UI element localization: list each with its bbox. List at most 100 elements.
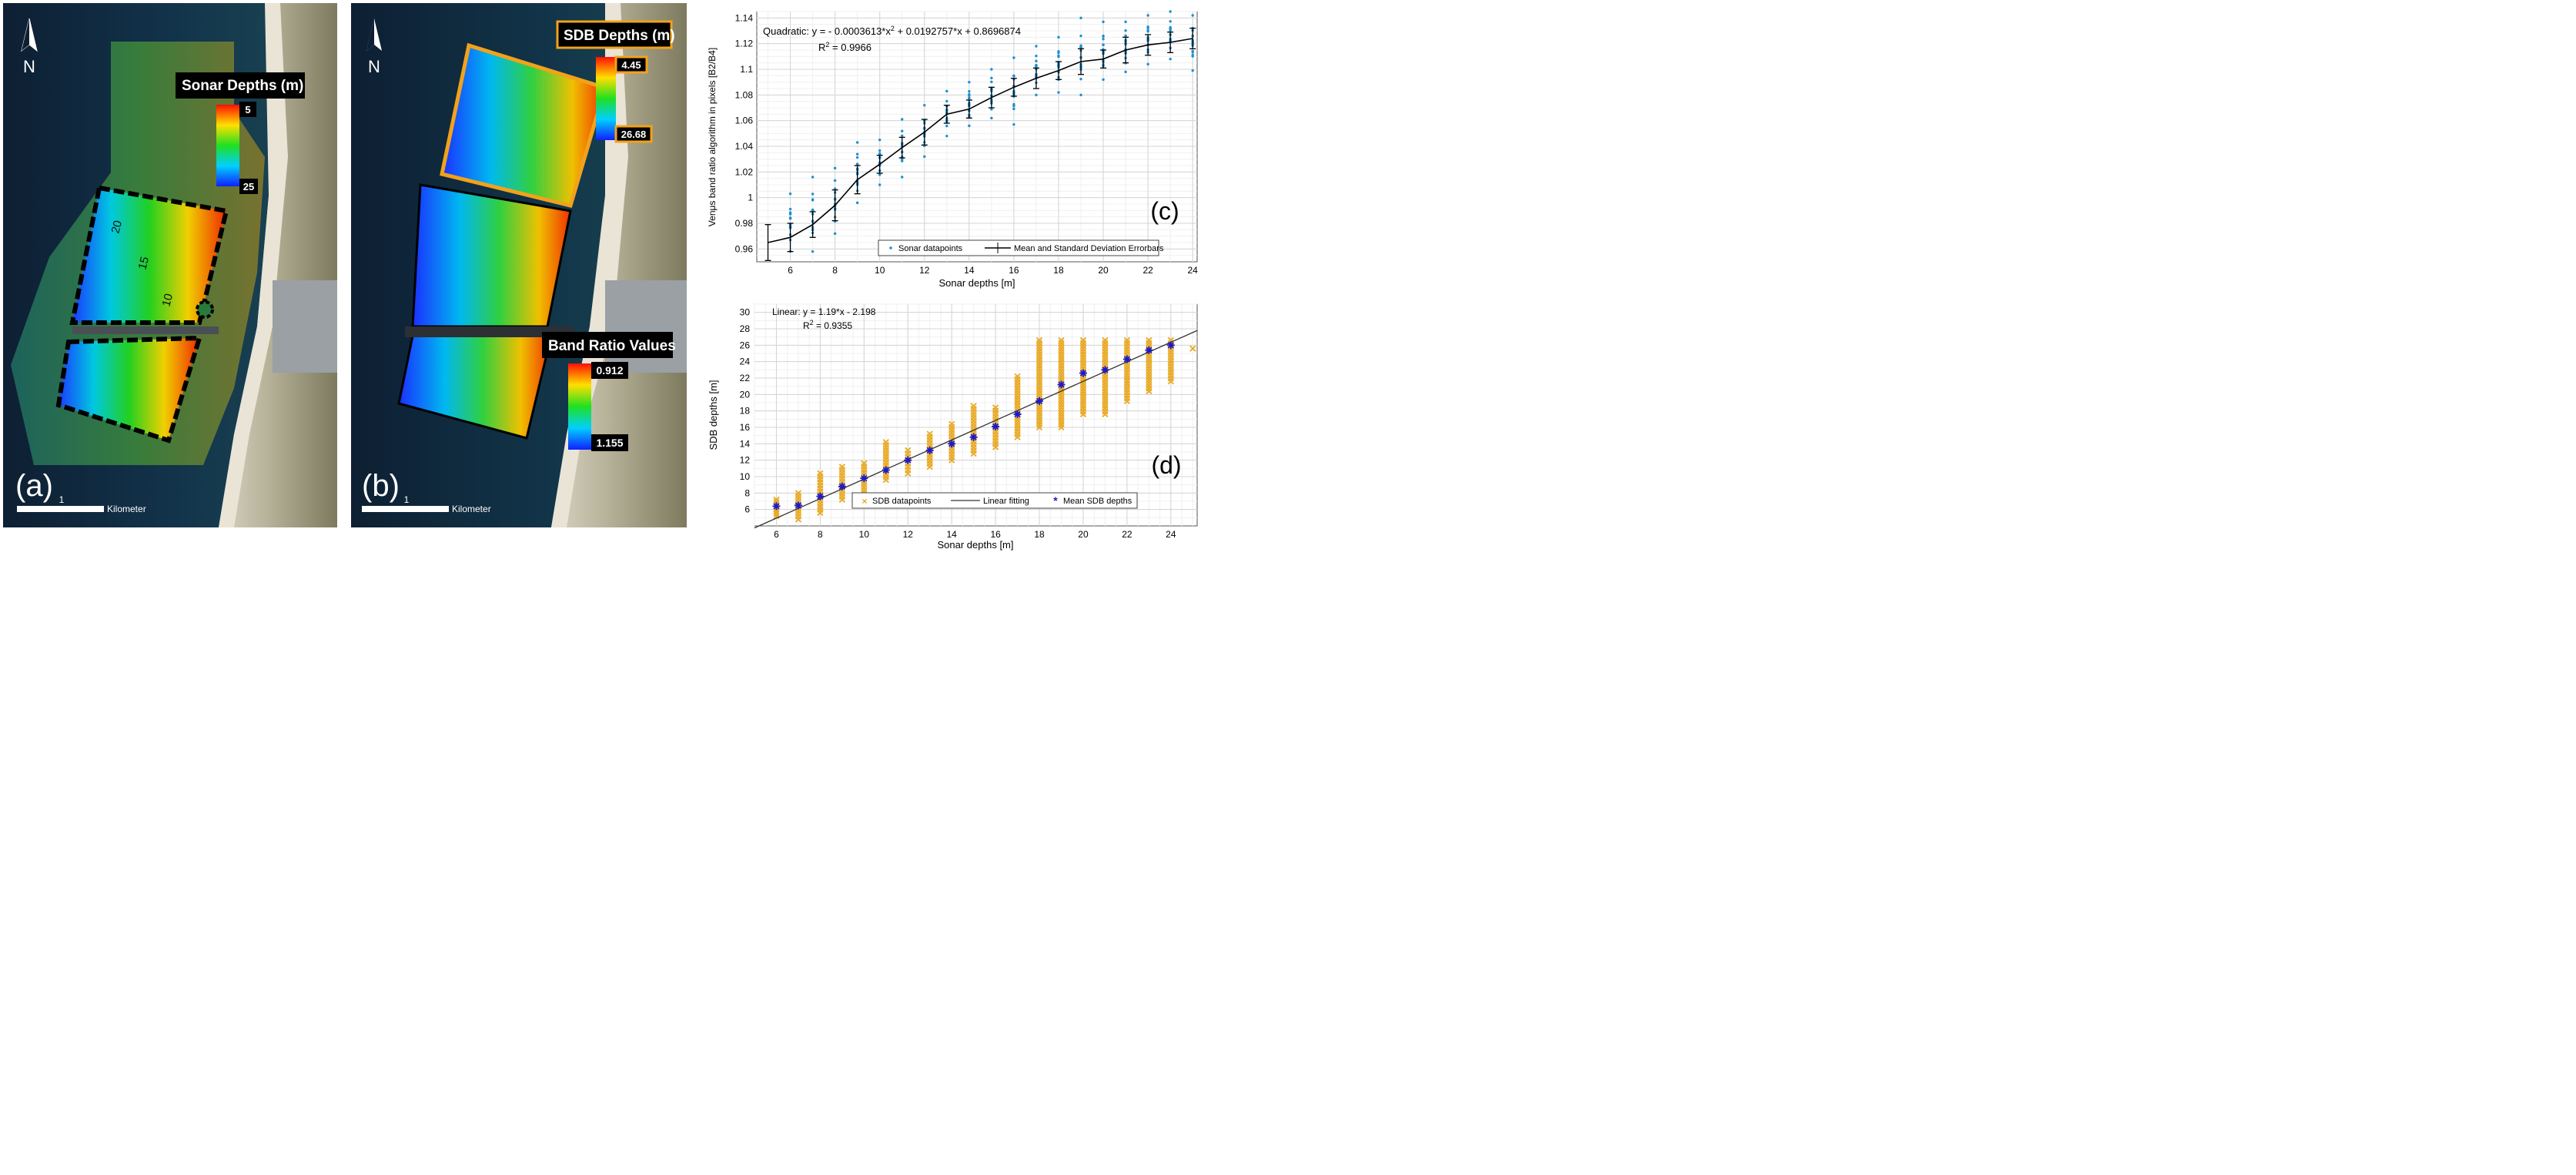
chart-c-y-tick-label: 1.12 [735,38,754,49]
chart-c-panel-label: (c) [1150,197,1179,225]
chart-c-datapoint [878,138,882,142]
chart-c-datapoint [1124,70,1127,74]
chart-c-datapoint [811,192,815,196]
chart-c-datapoint [1146,62,1149,66]
chart-c-datapoint [855,152,859,156]
survey-area-north [69,185,229,325]
chart-d-datapoint [926,430,933,437]
chart-c-datapoint [788,192,792,196]
map-panel-a: 20 15 10 N Sonar Depths (m) 5 25 (a) 1 K… [3,3,337,527]
chart-c-datapoint [968,92,971,96]
chart-c-datapoint [833,179,837,182]
chart-c-datapoint [901,134,904,137]
band-legend-title-box [542,332,673,358]
chart-c-datapoint [788,216,792,220]
sonar-legend-max: 5 [245,104,250,115]
chart-c-datapoint [1102,78,1105,82]
chart-d-datapoint [1189,345,1196,352]
chart-d-mean-marker [794,501,802,510]
sdb-legend-max: 4.45 [621,59,641,71]
chart-d-y-tick-label: 18 [740,406,751,417]
chart-d-mean-marker [1101,366,1109,374]
chart-d-x-tick-label: 20 [1078,529,1089,540]
chart-c-datapoint [1102,34,1105,38]
chart-c-y-tick-label: 1 [748,192,753,203]
scale-unit-b: Kilometer [452,504,491,514]
chart-c-datapoint [833,187,837,190]
chart-d-y-tick-label: 10 [740,471,751,482]
sonar-legend-min-box [239,179,258,194]
chart-c-y-tick-label: 1.04 [735,141,754,152]
chart-c-y-tick-label: 1.08 [735,89,754,100]
chart-c-datapoint [901,159,904,162]
sonar-legend-title-box [176,72,305,99]
chart-c-datapoint [923,155,926,159]
chart-c-datapoint [833,166,837,170]
survey-area-south [55,335,203,444]
chart-d-mean-marker [772,502,781,511]
band-legend-title: Band Ratio Values [548,338,676,354]
chart-d-y-ticks: 6 8 10 12 14 16 18 20 22 24 26 28 30 [740,307,751,515]
chart-c-datapoint [1146,28,1149,32]
chart-c-mean-line [768,38,1193,243]
band-legend-min-box [591,434,628,451]
chart-d-r2: R2 = 0.9355 [803,319,852,331]
sonar-legend-min: 25 [243,181,254,192]
chart-d-y-tick-label: 26 [740,340,751,350]
chart-d-linear-fit [754,330,1198,529]
industrial-area [273,280,337,373]
chart-c-datapoint [1035,64,1038,68]
chart-d-x-tick-label: 18 [1034,529,1045,540]
chart-c-datapoint [945,134,948,138]
chart-c-datapoint [878,183,882,186]
chart-d-datapoint [1079,336,1087,344]
chart-c-datapoint [1057,91,1060,94]
chart-d-datapoint [882,439,889,446]
chart-c-y-tick-label: 1.1 [740,64,753,75]
chart-c-x-tick-label: 16 [1009,265,1019,276]
sdb-legend-title: SDB Depths (m) [564,28,675,44]
chart-d-datapoint [970,403,977,410]
chart-d-x-ticks: 6 8 10 12 14 16 18 20 22 24 [774,529,1176,540]
chart-c-datapoint [1035,59,1038,62]
chart-c-datapoint [990,76,993,80]
chart-c-datapoint [811,176,815,179]
chart-c-datapoint [1191,14,1194,17]
chart-d-datapoint [1167,336,1174,344]
chart-c-y-tick-label: 0.98 [735,218,754,229]
chart-d-mean-marker [969,433,978,441]
chart-c-datapoint [1079,16,1082,20]
band-ratio-area-north [411,183,572,328]
sonar-legend-max-box [239,102,256,117]
contour-label-10: 10 [159,293,176,309]
chart-c-datapoint [1057,54,1060,57]
chart-c-r2: R2 = 0.9966 [818,41,871,53]
chart-c-legend-points: Sonar datapoints [898,244,963,253]
chart-d-x-tick-label: 10 [859,529,870,540]
map-panel-b: N SDB Depths (m) 4.45 26.68 Band Ratio V… [351,3,687,527]
chart-c-datapoint [878,173,882,176]
chart-c-datapoint [788,211,792,215]
chart-c-datapoint [1035,54,1038,58]
chart-d-datapoint [905,447,912,454]
chart-c-datapoint [968,124,971,128]
chart-d-y-tick-label: 24 [740,357,751,367]
chart-d-mean-marker [1013,410,1022,418]
chart-d-y-tick-label: 6 [744,504,750,515]
chart-c-datapoint [1035,93,1038,97]
chart-d-equation: Linear: y = 1.19*x - 2.198 [772,306,876,317]
chart-d-datapoints [773,336,1196,523]
chart-d-canvas: 6 8 10 12 14 16 18 20 22 24 6 8 10 12 14 16 18 20 22 24 26 2… [708,303,1198,551]
chart-c-x-ticks: 6 8 10 12 14 16 18 20 22 24 [788,265,1198,276]
chart-d-legend-points: SDB datapoints [872,497,932,506]
band-colorbar [568,363,591,450]
chart-d-datapoint [1123,336,1131,344]
chart-c-datapoint [1079,93,1082,97]
chart-d-mean-marker [860,474,868,483]
sdb-legend-min-box [614,125,653,143]
map-a-canvas: 20 15 10 N Sonar Depths (m) 5 25 (a) 1 K… [3,3,337,527]
band-legend-min: 1.155 [596,437,623,449]
chart-c-datapoint [1012,102,1015,106]
chart-c-x-tick-label: 22 [1142,265,1153,276]
chart-d-y-tick-label: 30 [740,307,751,318]
